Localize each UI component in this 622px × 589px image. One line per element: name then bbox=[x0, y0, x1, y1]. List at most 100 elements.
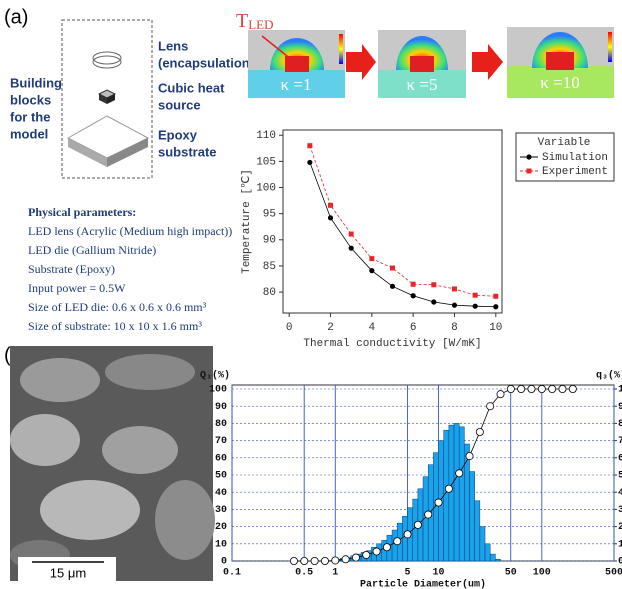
diagram-label: Building bbox=[10, 75, 62, 90]
data-point bbox=[349, 232, 354, 237]
cumulative-point bbox=[518, 385, 525, 392]
data-point bbox=[328, 215, 333, 220]
data-point bbox=[473, 293, 478, 298]
legend-marker bbox=[526, 154, 531, 159]
histogram-bar bbox=[485, 544, 490, 561]
data-point bbox=[493, 304, 498, 309]
sim-die bbox=[546, 52, 574, 70]
y-tick-label: 40 bbox=[215, 488, 227, 499]
histogram-bar bbox=[475, 501, 480, 561]
cumulative-point bbox=[487, 403, 494, 410]
parameter: Substrate (Epoxy) bbox=[28, 262, 115, 276]
parameter: Size of LED die: 0.6 x 0.6 x 0.6 mm³ bbox=[28, 300, 207, 314]
y-tick-label: 100 bbox=[209, 385, 227, 396]
x-tick-label: 0 bbox=[286, 322, 293, 334]
histogram-bar bbox=[444, 430, 449, 561]
parameters-heading: Physical parameters: bbox=[28, 205, 136, 219]
sim-die bbox=[285, 56, 309, 72]
cumulative-point bbox=[559, 385, 566, 392]
legend-title: Variable bbox=[538, 137, 591, 149]
parameter: Size of substrate: 10 x 10 x 1.6 mm³ bbox=[28, 319, 202, 333]
y2-tick-label: 8 bbox=[618, 419, 622, 430]
y2-tick-label: 2 bbox=[618, 522, 622, 533]
t-led-sub: LED bbox=[248, 17, 273, 32]
arrow bbox=[472, 44, 503, 80]
arrow bbox=[346, 44, 376, 80]
cumulative-point bbox=[321, 557, 328, 564]
histogram-bar bbox=[402, 516, 407, 561]
cumulative-point bbox=[476, 428, 483, 435]
cumulative-point bbox=[301, 557, 308, 564]
data-point bbox=[411, 293, 416, 298]
cumulative-point bbox=[445, 485, 452, 492]
histogram-bar bbox=[490, 554, 495, 561]
color-bar bbox=[339, 34, 343, 64]
t-led-label: TLED bbox=[236, 10, 274, 32]
data-point bbox=[390, 284, 395, 289]
histogram-bar bbox=[459, 427, 464, 561]
kappa-label: κ =10 bbox=[540, 73, 579, 92]
x-tick-label: 0.5 bbox=[295, 568, 313, 579]
diagram-label: blocks bbox=[10, 92, 51, 107]
y-tick-label: 90 bbox=[263, 235, 276, 247]
data-point bbox=[411, 282, 416, 287]
y2-tick-label: 1 bbox=[618, 539, 622, 550]
cumulative-point bbox=[466, 452, 473, 459]
scale-label: 15 μm bbox=[50, 565, 86, 580]
y2-tick-label: 0 bbox=[618, 557, 622, 568]
diagram-label: Epoxy bbox=[158, 127, 198, 142]
y-tick-label: 110 bbox=[256, 130, 276, 142]
data-point bbox=[390, 266, 395, 271]
diagram-label: Cubic heat bbox=[158, 80, 225, 95]
data-point bbox=[349, 246, 354, 251]
y2-tick-label: 5 bbox=[618, 471, 622, 482]
sim-die bbox=[410, 56, 434, 72]
data-point bbox=[452, 286, 457, 291]
histogram-bar bbox=[495, 559, 500, 561]
y-tick-label: 20 bbox=[215, 522, 227, 533]
t-led-main: T bbox=[236, 10, 248, 32]
data-point bbox=[369, 256, 374, 261]
model-diagram bbox=[62, 20, 152, 178]
y-tick-label: 30 bbox=[215, 505, 227, 516]
x-tick-label: 10 bbox=[489, 322, 502, 334]
cumulative-point bbox=[456, 470, 463, 477]
x-tick-label: 6 bbox=[410, 322, 417, 334]
sem-flake bbox=[155, 480, 215, 560]
cumulative-point bbox=[414, 521, 421, 528]
data-point bbox=[328, 203, 333, 208]
diagram-label: (encapsulation) bbox=[158, 55, 254, 70]
y-tick-label: 95 bbox=[263, 209, 276, 221]
histogram-bar bbox=[392, 530, 397, 561]
diagram-label: source bbox=[158, 97, 201, 112]
y2-tick-label: 10 bbox=[618, 385, 622, 396]
y-tick-label: 60 bbox=[215, 453, 227, 464]
data-point bbox=[473, 304, 478, 309]
cumulative-point bbox=[497, 391, 504, 398]
cumulative-point bbox=[404, 531, 411, 538]
cumulative-point bbox=[332, 557, 339, 564]
diagram-label: model bbox=[10, 126, 48, 141]
legend-label: Simulation bbox=[542, 152, 608, 164]
cumulative-point bbox=[373, 548, 380, 555]
data-point bbox=[431, 282, 436, 287]
y2-tick-label: 6 bbox=[618, 453, 622, 464]
diagram-label: substrate bbox=[158, 144, 217, 159]
y2-tick-label: 7 bbox=[618, 436, 622, 447]
series-line bbox=[310, 162, 496, 306]
data-point bbox=[452, 303, 457, 308]
x-axis-label: Particle Diameter(um) bbox=[360, 579, 486, 589]
kappa-label: κ =1 bbox=[281, 75, 312, 94]
x-tick-label: 5 bbox=[404, 568, 410, 579]
y2-tick-label: 4 bbox=[618, 488, 622, 499]
data-point bbox=[307, 143, 312, 148]
cumulative-point bbox=[383, 544, 390, 551]
histogram-bar bbox=[454, 423, 459, 561]
y-tick-label: 0 bbox=[221, 557, 227, 568]
y-tick-label: 80 bbox=[263, 287, 276, 299]
y-tick-label: 50 bbox=[215, 471, 227, 482]
cumulative-point bbox=[352, 554, 359, 561]
data-point bbox=[369, 268, 374, 273]
y-tick-label: 10 bbox=[215, 539, 227, 550]
y-tick-label: 80 bbox=[215, 419, 227, 430]
